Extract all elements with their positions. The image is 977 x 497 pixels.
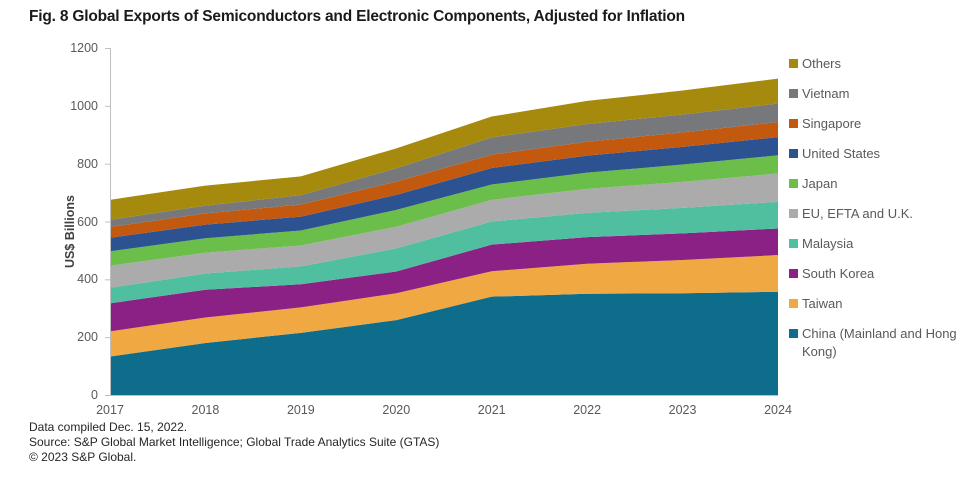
legend-label-eu-efta-and-u-k: EU, EFTA and U.K. xyxy=(802,206,914,221)
x-tick-label-2021: 2021 xyxy=(477,403,506,417)
legend-item-malaysia: Malaysia xyxy=(789,235,969,253)
legend-label-taiwan: Taiwan xyxy=(802,296,843,311)
legend-item-taiwan: Taiwan xyxy=(789,295,969,313)
area-series-united-states xyxy=(110,137,778,252)
x-tick-label-2018: 2018 xyxy=(191,403,220,417)
area-series-taiwan xyxy=(110,255,778,357)
legend-swatch-japan xyxy=(789,179,798,188)
legend-swatch-singapore xyxy=(789,119,798,128)
legend-label-malaysia: Malaysia xyxy=(802,236,854,251)
footnotes: Data compiled Dec. 15, 2022. Source: S&P… xyxy=(29,420,439,465)
x-tick-label-2019: 2019 xyxy=(286,403,315,417)
legend-item-others: Others xyxy=(789,55,969,73)
legend-item-vietnam: Vietnam xyxy=(789,85,969,103)
legend-item-united-states: United States xyxy=(789,145,969,163)
legend-item-china-mainland-and-hong-kong: China (Mainland and Hong Kong) xyxy=(789,325,969,361)
legend-swatch-malaysia xyxy=(789,239,798,248)
x-tick-label-2022: 2022 xyxy=(573,403,602,417)
legend: Others Vietnam Singapore United States Japan… xyxy=(789,55,969,373)
legend-label-japan: Japan xyxy=(802,176,838,191)
legend-swatch-eu-efta-and-u-k xyxy=(789,209,798,218)
y-tick-label-800: 800 xyxy=(77,156,98,171)
area-series-eu-efta-and-u-k xyxy=(110,173,778,288)
legend-swatch-south-korea xyxy=(789,269,798,278)
area-series-south-korea xyxy=(110,228,778,332)
legend-label-china-mainland-and-hong-kong: China (Mainland and Hong Kong) xyxy=(802,326,957,359)
legend-label-south-korea: South Korea xyxy=(802,266,875,281)
y-tick-label-600: 600 xyxy=(77,214,98,229)
legend-item-south-korea: South Korea xyxy=(789,265,969,283)
area-series-japan xyxy=(110,155,778,266)
legend-label-vietnam: Vietnam xyxy=(802,86,850,101)
y-axis-label: US$ Billions xyxy=(63,195,77,268)
area-series-singapore xyxy=(110,122,778,238)
legend-item-eu-efta-and-u-k: EU, EFTA and U.K. xyxy=(789,205,969,223)
footnote-source: Source: S&P Global Market Intelligence; … xyxy=(29,435,440,449)
footnote-copyright: © 2023 S&P Global. xyxy=(29,450,137,464)
area-series-malaysia xyxy=(110,201,778,304)
area-series-china-mainland-and-hong-kong xyxy=(110,291,778,395)
x-tick-label-2017: 2017 xyxy=(96,403,124,417)
legend-label-others: Others xyxy=(802,56,842,71)
y-tick-label-1000: 1000 xyxy=(70,98,98,113)
y-tick-label-0: 0 xyxy=(91,388,98,402)
chart-title: Fig. 8 Global Exports of Semiconductors … xyxy=(29,8,685,25)
stacked-area-plot xyxy=(105,48,778,396)
area-series-vietnam xyxy=(110,103,778,227)
legend-swatch-china-mainland-and-hong-kong xyxy=(789,329,798,338)
legend-item-singapore: Singapore xyxy=(789,115,969,133)
x-tick-label-2020: 2020 xyxy=(382,403,411,417)
legend-swatch-others xyxy=(789,59,798,68)
legend-label-singapore: Singapore xyxy=(802,116,862,131)
legend-swatch-vietnam xyxy=(789,89,798,98)
legend-swatch-taiwan xyxy=(789,299,798,308)
y-tick-label-1200: 1200 xyxy=(70,41,98,55)
legend-swatch-united-states xyxy=(789,149,798,158)
x-tick-label-2023: 2023 xyxy=(668,403,697,417)
legend-item-japan: Japan xyxy=(789,175,969,193)
area-series-others xyxy=(110,78,778,220)
x-tick-label-2024: 2024 xyxy=(764,403,792,417)
y-tick-label-400: 400 xyxy=(77,272,98,287)
footnote-compiled: Data compiled Dec. 15, 2022. xyxy=(29,420,188,434)
legend-label-united-states: United States xyxy=(802,146,881,161)
y-tick-label-200: 200 xyxy=(77,330,98,345)
